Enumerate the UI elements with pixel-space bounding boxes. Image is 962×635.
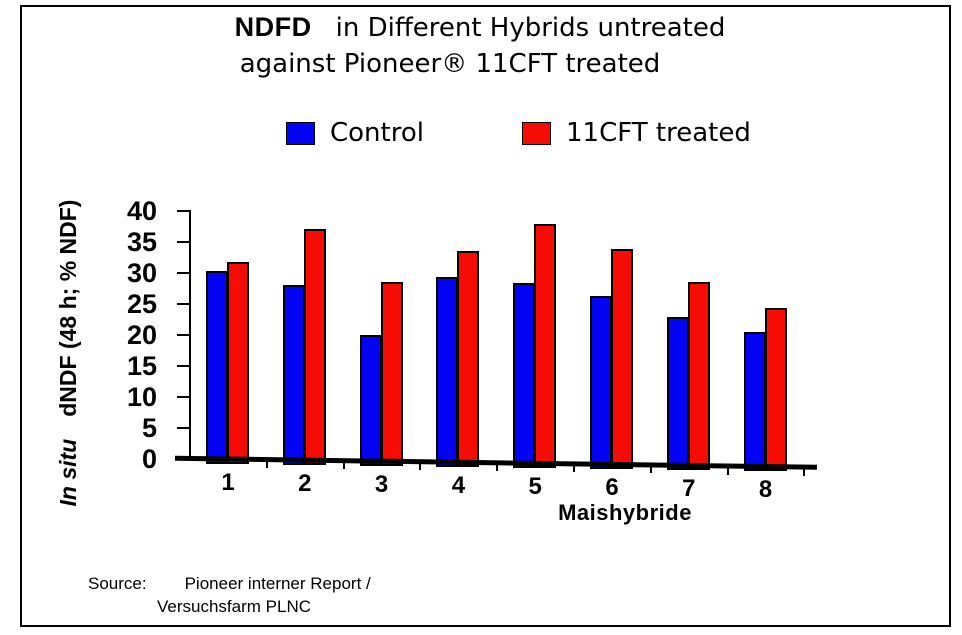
legend-item-treated: 11CFT treated xyxy=(522,118,751,148)
bar-control-4 xyxy=(436,277,459,467)
y-tick-mark xyxy=(177,209,190,212)
legend-label-treated: 11CFT treated xyxy=(566,118,751,148)
y-tick-mark xyxy=(177,302,190,305)
y-tick-label: 40 xyxy=(126,195,157,226)
bar-control-3 xyxy=(359,334,382,466)
bar-treated-7 xyxy=(687,282,710,470)
y-tick-label: 5 xyxy=(141,412,157,443)
x-tick-mark xyxy=(803,465,806,476)
chart-title-line1: NDFD in Different Hybrids untreated xyxy=(30,12,930,43)
title-prefix: NDFD xyxy=(234,12,312,42)
bar-treated-8 xyxy=(764,308,787,472)
bar-control-5 xyxy=(513,282,536,468)
y-tick-label: 35 xyxy=(126,226,157,257)
bar-treated-2 xyxy=(303,228,326,465)
y-tick-label: 25 xyxy=(126,288,157,319)
bar-control-2 xyxy=(282,285,305,465)
y-tick-mark xyxy=(177,426,190,429)
x-tick-mark xyxy=(649,463,652,474)
y-axis-title: In situ dNDF (48 h; % NDF) xyxy=(55,153,89,553)
x-tick-label-2: 2 xyxy=(298,469,312,497)
bar-control-1 xyxy=(206,270,228,464)
legend-item-control: Control xyxy=(286,118,424,148)
x-tick-mark xyxy=(573,462,575,473)
bar-control-7 xyxy=(666,317,689,470)
y-tick-label: 15 xyxy=(126,350,157,381)
x-tick-mark xyxy=(726,464,729,475)
y-axis-title-italic: In situ xyxy=(55,438,81,507)
y-tick-label: 10 xyxy=(126,381,157,412)
x-tick-label-6: 6 xyxy=(605,473,619,501)
bar-treated-4 xyxy=(457,251,480,467)
source-line2: Versuchsfarm PLNC xyxy=(157,597,311,616)
bar-treated-1 xyxy=(227,262,249,464)
x-tick-label-7: 7 xyxy=(682,474,696,502)
y-tick-mark xyxy=(177,240,190,243)
bar-treated-6 xyxy=(611,248,633,469)
bar-control-6 xyxy=(590,296,612,469)
y-tick-mark xyxy=(177,364,190,367)
x-axis-title: Maishybride xyxy=(558,500,692,525)
legend-swatch-treated xyxy=(522,121,551,145)
y-tick-mark xyxy=(177,395,190,398)
y-tick-label: 0 xyxy=(141,444,157,474)
source-label: Source: xyxy=(88,574,147,593)
y-tick-mark xyxy=(177,271,190,274)
legend-swatch-control xyxy=(286,121,315,145)
x-tick-label-3: 3 xyxy=(374,470,389,498)
x-tick-label-5: 5 xyxy=(528,472,542,500)
source-line1: Source: Pioneer interner Report / xyxy=(88,572,371,595)
chart-title-line2: against Pioneer® 11CFT treated xyxy=(239,49,661,79)
x-tick-mark xyxy=(419,460,422,471)
y-axis-title-rest: dNDF (48 h; % NDF) xyxy=(55,199,81,417)
y-tick-label: 30 xyxy=(126,257,157,288)
bar-treated-5 xyxy=(534,224,557,468)
bar-treated-3 xyxy=(380,282,403,466)
source-note: Source: Pioneer interner Report / Versuch… xyxy=(88,572,371,618)
x-tick-mark xyxy=(342,459,345,470)
source-text1: Pioneer interner Report / xyxy=(184,574,371,593)
legend-label-control: Control xyxy=(330,118,424,148)
x-tick-label-1: 1 xyxy=(221,468,235,496)
chart-title: NDFD in Different Hybrids untreated again… xyxy=(30,12,930,79)
x-tick-label-4: 4 xyxy=(451,471,466,499)
x-tick-mark xyxy=(496,461,499,472)
y-axis-line xyxy=(189,210,191,461)
bar-control-8 xyxy=(743,332,766,472)
title-line1-rest: in Different Hybrids untreated xyxy=(335,13,726,43)
y-tick-label: 20 xyxy=(126,319,157,350)
x-tick-mark xyxy=(265,458,268,469)
chart-border-frame xyxy=(20,5,951,627)
x-tick-label-8: 8 xyxy=(758,476,773,504)
y-tick-mark xyxy=(177,333,190,336)
